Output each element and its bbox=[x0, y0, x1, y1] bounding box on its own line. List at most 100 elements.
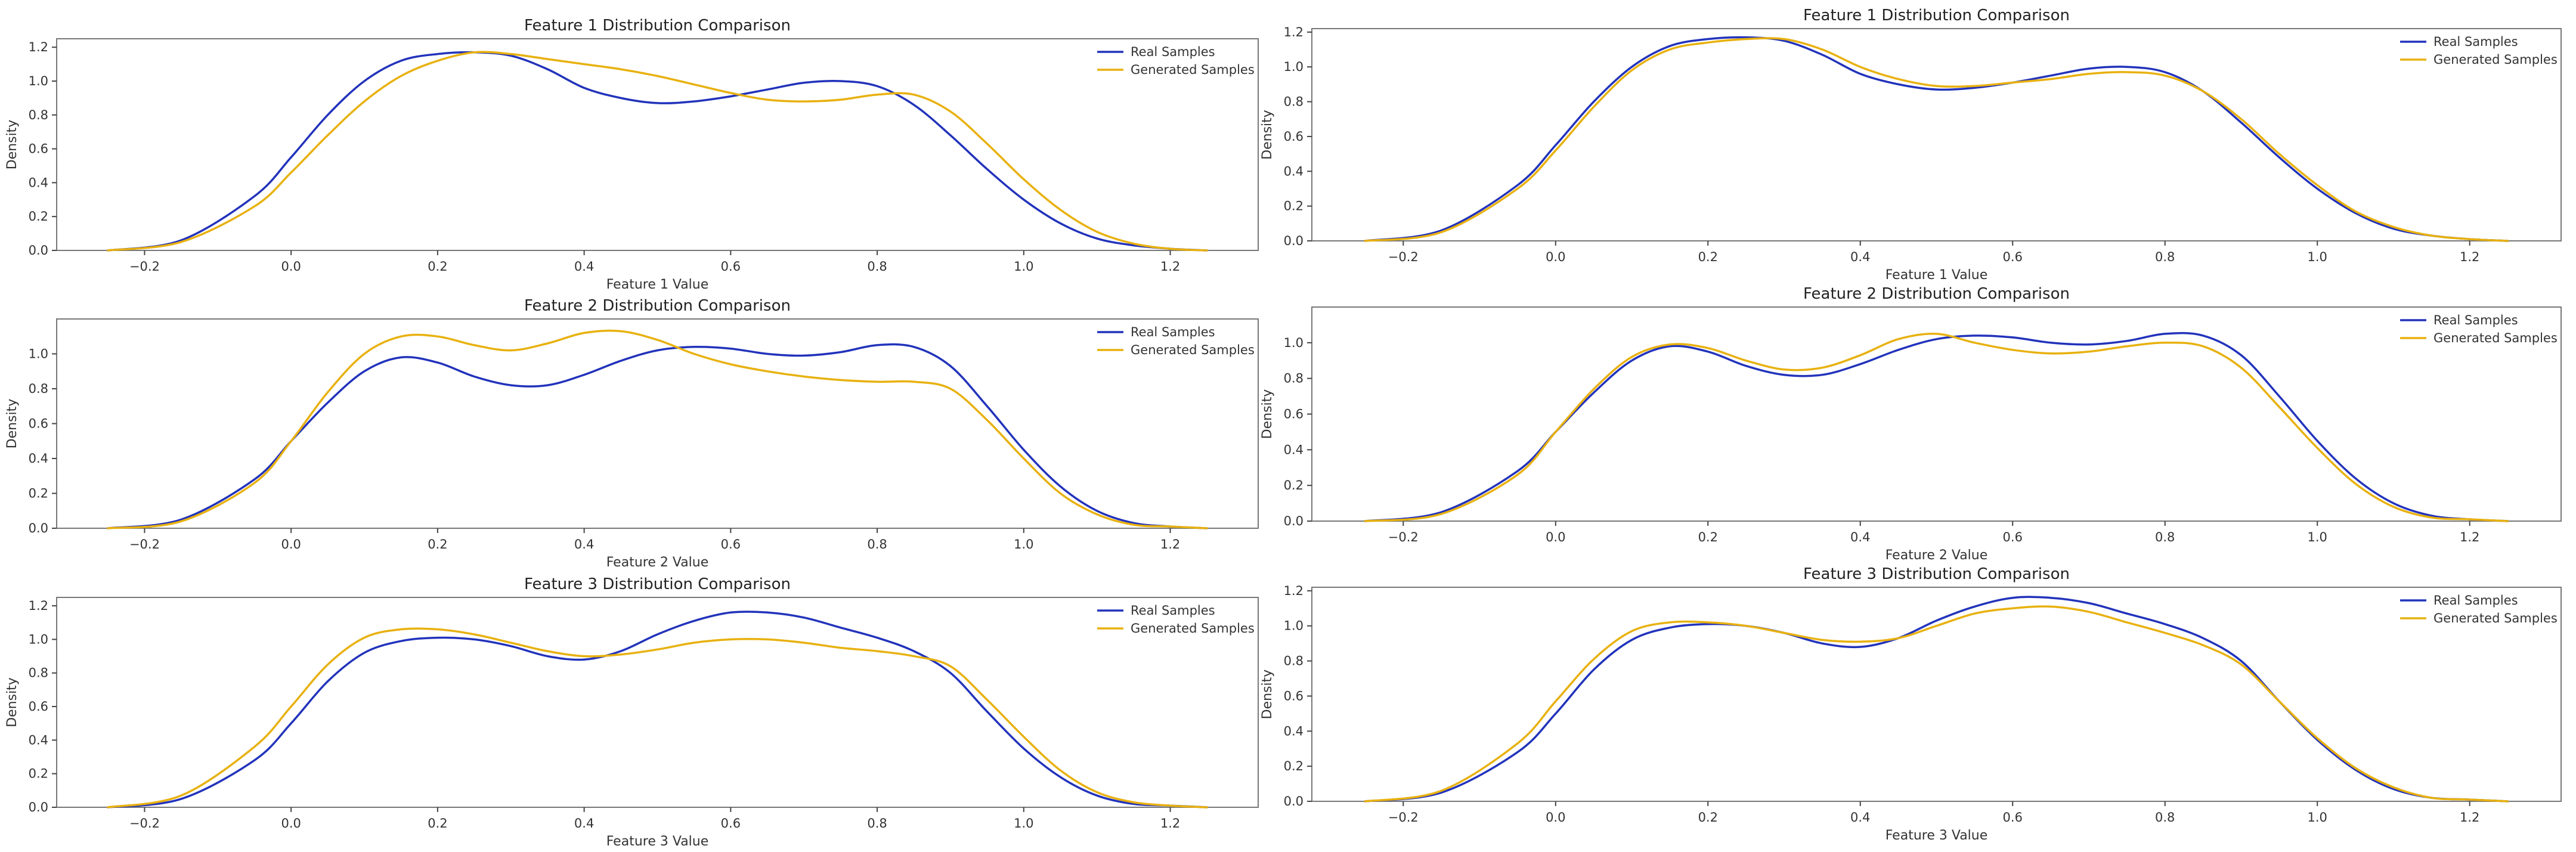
series-line-real bbox=[1364, 36, 2509, 242]
subplot-right-3: Feature 3 Distribution Comparison −0.2 0.0… bbox=[1260, 565, 2562, 843]
x-tick-label: −0.2 bbox=[1388, 810, 1419, 825]
y-tick-label: 1.2 bbox=[1284, 584, 1304, 598]
x-tick-label: −0.2 bbox=[129, 816, 160, 831]
x-tick-label: 0.6 bbox=[2003, 810, 2023, 825]
y-tick-label: 1.0 bbox=[1284, 60, 1304, 74]
series-line-generated bbox=[107, 329, 1208, 529]
legend-label-generated: Generated Samples bbox=[2433, 611, 2558, 625]
y-tick-label: 1.2 bbox=[29, 599, 48, 613]
chart-title: Feature 2 Distribution Comparison bbox=[1803, 285, 2070, 303]
legend-label-real: Real Samples bbox=[1131, 325, 1215, 339]
subplot-right-1: Feature 1 Distribution Comparison −0.2 0.0… bbox=[1260, 7, 2562, 283]
x-tick-label: 1.2 bbox=[1160, 816, 1180, 831]
y-tick-label: 0.8 bbox=[29, 382, 48, 396]
series-line-real bbox=[107, 611, 1208, 808]
legend-label-generated: Generated Samples bbox=[1131, 343, 1255, 357]
legend-label-generated: Generated Samples bbox=[1131, 63, 1255, 77]
x-axis-label: Feature 3 Value bbox=[606, 834, 709, 849]
x-tick-label: 0.0 bbox=[1546, 810, 1565, 825]
x-tick-label: 0.2 bbox=[1698, 250, 1718, 264]
y-tick-label: 0.8 bbox=[1284, 371, 1304, 386]
y-tick-label: 0.0 bbox=[29, 521, 48, 535]
y-tick-label: 1.0 bbox=[29, 74, 48, 88]
y-tick-label: 0.6 bbox=[29, 142, 48, 156]
x-tick-label: 0.0 bbox=[281, 816, 301, 831]
y-tick-label: 0.8 bbox=[29, 108, 48, 122]
x-tick-label: 1.0 bbox=[2308, 810, 2327, 825]
legend: Real Samples Generated Samples bbox=[2400, 593, 2558, 625]
y-tick-label: 1.0 bbox=[29, 632, 48, 646]
subplot-left-1: Feature 1 Distribution Comparison −0.2 0.0… bbox=[5, 17, 1259, 292]
x-tick-label: 0.8 bbox=[867, 537, 887, 552]
x-tick-label: 0.6 bbox=[2003, 250, 2023, 264]
chart-title: Feature 3 Distribution Comparison bbox=[1803, 565, 2070, 583]
y-tick-label: 1.2 bbox=[1284, 25, 1304, 39]
x-tick-label: 1.2 bbox=[2460, 530, 2479, 544]
x-tick-label: 0.2 bbox=[428, 537, 447, 552]
x-tick-label: 0.8 bbox=[867, 259, 887, 274]
y-tick-label: 1.0 bbox=[1284, 336, 1304, 350]
x-axis-label: Feature 1 Value bbox=[606, 277, 709, 292]
y-tick-label: 0.4 bbox=[29, 451, 48, 466]
x-axis-label: Feature 2 Value bbox=[606, 555, 709, 570]
x-tick-label: 0.8 bbox=[2155, 250, 2175, 264]
y-tick-label: 0.4 bbox=[29, 733, 48, 747]
x-tick-label: 0.0 bbox=[1546, 250, 1565, 264]
y-tick-label: 0.2 bbox=[1284, 759, 1304, 773]
y-tick-label: 0.0 bbox=[1284, 514, 1304, 528]
x-axis-label: Feature 3 Value bbox=[1885, 828, 1988, 843]
plot-frame bbox=[56, 38, 1259, 251]
x-tick-label: 1.0 bbox=[1014, 816, 1033, 831]
y-tick-label: 0.4 bbox=[1284, 442, 1304, 457]
chart-title: Feature 1 Distribution Comparison bbox=[524, 17, 791, 35]
plot-frame bbox=[56, 597, 1259, 808]
y-axis-label: Density bbox=[5, 120, 20, 170]
legend-label-real: Real Samples bbox=[2433, 313, 2518, 327]
x-tick-label: 0.6 bbox=[721, 816, 741, 831]
legend: Real Samples Generated Samples bbox=[1097, 325, 1255, 357]
x-tick-label: −0.2 bbox=[129, 537, 160, 552]
plot-frame bbox=[1311, 28, 2562, 241]
legend-label-real: Real Samples bbox=[2433, 593, 2518, 608]
x-tick-label: 0.4 bbox=[1850, 530, 1870, 544]
legend-label-generated: Generated Samples bbox=[2433, 331, 2558, 345]
x-tick-label: 0.2 bbox=[428, 259, 447, 274]
series-line-real bbox=[1364, 331, 2509, 522]
x-tick-label: 0.4 bbox=[574, 816, 594, 831]
y-tick-label: 0.2 bbox=[29, 209, 48, 224]
legend: Real Samples Generated Samples bbox=[2400, 35, 2558, 67]
y-tick-label: 0.2 bbox=[29, 767, 48, 781]
x-tick-label: 0.8 bbox=[2155, 530, 2175, 544]
y-tick-label: 0.0 bbox=[29, 800, 48, 814]
legend-label-real: Real Samples bbox=[1131, 603, 1215, 618]
x-tick-label: 0.2 bbox=[1698, 810, 1718, 825]
x-tick-label: 0.2 bbox=[428, 816, 447, 831]
x-tick-label: 0.4 bbox=[1850, 810, 1870, 825]
x-tick-label: 0.0 bbox=[281, 537, 301, 552]
x-tick-label: −0.2 bbox=[1388, 250, 1419, 264]
y-tick-label: 0.6 bbox=[1284, 129, 1304, 144]
y-axis-label: Density bbox=[5, 399, 20, 449]
x-tick-label: 0.6 bbox=[721, 537, 741, 552]
x-tick-label: 1.2 bbox=[1160, 537, 1180, 552]
x-tick-label: 0.4 bbox=[574, 537, 594, 552]
y-tick-label: 1.0 bbox=[1284, 619, 1304, 633]
series-line-generated bbox=[107, 627, 1208, 808]
subplot-left-2: Feature 2 Distribution Comparison −0.2 0.0… bbox=[5, 297, 1259, 570]
legend: Real Samples Generated Samples bbox=[2400, 313, 2558, 345]
y-tick-label: 0.2 bbox=[1284, 478, 1304, 492]
y-tick-label: 0.8 bbox=[1284, 95, 1304, 109]
panels: Feature 1 Distribution Comparison −0.2 0.0… bbox=[5, 7, 2562, 849]
y-tick-label: 0.0 bbox=[29, 243, 48, 258]
y-tick-label: 1.0 bbox=[29, 347, 48, 361]
y-tick-label: 0.2 bbox=[29, 487, 48, 501]
x-tick-label: 1.0 bbox=[2308, 530, 2327, 544]
series-line-generated bbox=[1364, 37, 2509, 242]
x-tick-label: −0.2 bbox=[1388, 530, 1419, 544]
y-axis-label: Density bbox=[1260, 110, 1275, 160]
x-tick-label: 1.2 bbox=[1160, 259, 1180, 274]
x-axis-label: Feature 2 Value bbox=[1885, 548, 1988, 563]
series-line-generated bbox=[1364, 332, 2509, 522]
x-tick-label: 1.2 bbox=[2460, 810, 2479, 825]
